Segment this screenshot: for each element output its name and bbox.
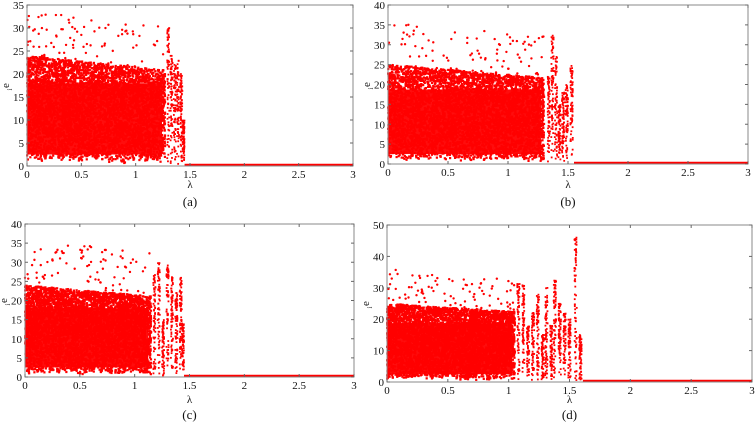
y-tick-label: 25 — [13, 46, 25, 58]
y-tick-label: 0 — [380, 159, 386, 171]
x-tick-label: 0.5 — [441, 167, 455, 179]
x-tick-label: 1.5 — [183, 380, 197, 392]
scatter-points — [26, 13, 186, 165]
scatter-plot-d: 00.511.522.5301020304050λei(d) — [362, 220, 755, 422]
y-tick-label: 0 — [17, 372, 23, 384]
x-axis-label: λ — [567, 394, 573, 406]
y-tick-label: 20 — [13, 69, 25, 81]
y-tick-label: 20 — [374, 80, 386, 92]
x-axis-label: λ — [565, 179, 571, 191]
scatter-points — [386, 236, 583, 381]
x-tick-label: 3 — [749, 385, 755, 397]
x-tick-label: 1.5 — [563, 385, 577, 397]
y-tick-label: 15 — [13, 92, 25, 104]
x-tick-label: 0 — [24, 169, 30, 181]
x-tick-label: 0.5 — [74, 169, 88, 181]
y-tick-label: 40 — [373, 251, 385, 263]
y-tick-label: 10 — [11, 334, 23, 346]
x-tick-label: 2.5 — [681, 167, 695, 179]
y-axis-label: e — [0, 298, 10, 303]
y-tick-label: 30 — [11, 257, 23, 269]
chart-panel-d: 00.511.522.5301020304050λei(d) — [362, 212, 756, 425]
y-tick-label: 30 — [373, 283, 385, 295]
scatter-points — [387, 23, 574, 163]
y-tick-label: 40 — [374, 0, 386, 12]
y-tick-label: 50 — [373, 220, 385, 232]
x-tick-label: 2 — [625, 167, 631, 179]
y-tick-label: 10 — [13, 115, 25, 127]
x-tick-label: 3 — [351, 380, 357, 392]
x-axis: 0 0.5 1 1.5 2 2.5 3 — [385, 5, 751, 179]
x-axis-label: λ — [187, 179, 193, 191]
panel-caption: (a) — [183, 194, 197, 209]
y-tick-label: 5 — [17, 353, 23, 365]
y-tick-label: 15 — [11, 315, 23, 327]
y-axis: 0 5 10 15 20 25 30 35 40 — [374, 0, 748, 171]
x-tick-label: 1.5 — [183, 169, 197, 181]
x-tick-label: 2 — [628, 385, 634, 397]
y-tick-label: 40 — [11, 219, 23, 231]
y-tick-label: 30 — [374, 40, 386, 52]
x-tick-label: 1 — [506, 385, 512, 397]
y-tick-label: 20 — [373, 314, 385, 326]
x-tick-label: 1 — [505, 167, 511, 179]
y-tick-label: 5 — [380, 139, 386, 151]
x-tick-label: 0 — [385, 167, 391, 179]
x-tick-label: 2.5 — [292, 169, 306, 181]
panel-caption: (d) — [562, 407, 577, 422]
x-tick-label: 3 — [745, 167, 751, 179]
x-axis: 0 0.5 1 1.5 2 2.5 3 — [384, 225, 755, 397]
x-tick-label: 2 — [242, 169, 248, 181]
y-tick-label: 25 — [11, 276, 23, 288]
y-tick-label: 5 — [19, 138, 25, 150]
y-axis-label: e — [0, 83, 12, 88]
y-axis: 0 5 10 15 20 25 30 35 — [13, 0, 353, 173]
y-tick-label: 20 — [11, 296, 23, 308]
panel-caption: (c) — [182, 407, 196, 422]
y-tick-label: 35 — [13, 0, 25, 12]
y-axis: 0 5 10 15 20 25 30 35 40 — [11, 219, 354, 384]
panel-caption: (b) — [560, 194, 575, 209]
scatter-points — [23, 244, 185, 377]
x-axis-label: λ — [187, 394, 193, 406]
x-axis: 0 0.5 1 1.5 2 2.5 3 — [22, 224, 357, 392]
x-tick-label: 0.5 — [73, 380, 87, 392]
x-tick-label: 3 — [350, 169, 356, 181]
chart-panel-b: 0 0.5 1 1.5 2 2.5 3 0 5 10 15 20 25 30 35 40 λ e i (b) — [362, 0, 756, 212]
y-axis: 0 10 20 30 40 50 — [373, 220, 752, 389]
x-tick-label: 0.5 — [441, 385, 455, 397]
y-tick-label: 0 — [19, 161, 25, 173]
x-tick-label: 2.5 — [684, 385, 698, 397]
y-tick-label: 10 — [374, 119, 386, 131]
x-axis: 0 0.5 1 1.5 2 2.5 3 — [24, 5, 356, 181]
x-tick-label: 1 — [132, 380, 138, 392]
y-axis-label: e — [362, 82, 373, 87]
y-tick-label: 10 — [373, 346, 385, 358]
y-tick-label: 25 — [374, 60, 386, 72]
x-tick-label: 0 — [22, 380, 28, 392]
y-axis-label: e — [362, 301, 372, 306]
y-tick-label: 35 — [374, 20, 386, 32]
y-tick-label: 35 — [11, 238, 23, 250]
y-tick-label: 0 — [379, 377, 385, 389]
x-tick-label: 1 — [133, 169, 139, 181]
x-tick-label: 2 — [242, 380, 248, 392]
x-tick-label: 1.5 — [561, 167, 575, 179]
x-tick-label: 0 — [384, 385, 390, 397]
x-tick-label: 2.5 — [292, 380, 306, 392]
chart-panel-a: 0 0.5 1 1.5 2 2.5 3 0 5 10 15 20 25 30 35 λ e i (a) — [0, 0, 378, 212]
y-tick-label: 30 — [13, 23, 25, 35]
y-tick-label: 15 — [374, 99, 386, 111]
